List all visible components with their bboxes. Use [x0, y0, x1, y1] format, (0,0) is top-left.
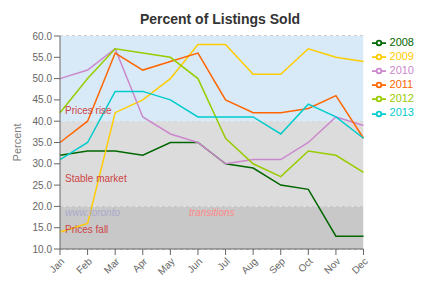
svg-text:10.0: 10.0	[33, 244, 53, 255]
svg-text:50.0: 50.0	[33, 73, 53, 84]
svg-text:55.0: 55.0	[33, 52, 53, 63]
svg-text:Mar: Mar	[102, 255, 122, 275]
svg-text:Prices rise: Prices rise	[65, 105, 112, 116]
svg-text:Stable market: Stable market	[65, 173, 127, 184]
svg-text:www.toronto: www.toronto	[65, 207, 120, 218]
svg-text:May: May	[156, 256, 177, 277]
html-text:2008: 2008	[389, 36, 414, 48]
svg-text:60.0: 60.0	[33, 31, 53, 42]
html-text:2010: 2010	[389, 64, 414, 77]
html-text:2009: 2009	[389, 50, 414, 63]
html-text:2013: 2013	[389, 106, 414, 119]
svg-text:Dec: Dec	[350, 256, 370, 276]
svg-text:20.0: 20.0	[33, 201, 53, 212]
svg-text:Sep: Sep	[267, 255, 288, 276]
svg-text:Percent: Percent	[11, 124, 23, 162]
svg-text:Jun: Jun	[185, 256, 204, 275]
html-text:Percent of Listings Sold: Percent of Listings Sold	[139, 11, 301, 27]
svg-text:Oct: Oct	[296, 256, 315, 275]
svg-text:transitions: transitions	[189, 207, 235, 218]
svg-text:30.0: 30.0	[33, 158, 53, 169]
svg-text:Apr: Apr	[130, 255, 149, 274]
svg-text:15.0: 15.0	[33, 222, 53, 233]
svg-text:Nov: Nov	[322, 256, 342, 276]
svg-text:40.0: 40.0	[33, 116, 53, 127]
svg-text:25.0: 25.0	[33, 180, 53, 191]
svg-text:45.0: 45.0	[33, 94, 53, 105]
html-text:2011: 2011	[389, 78, 414, 91]
svg-text:Prices fall: Prices fall	[65, 224, 108, 235]
svg-text:Aug: Aug	[239, 256, 259, 276]
html-text:2012: 2012	[389, 92, 414, 105]
svg-text:Jan: Jan	[47, 256, 66, 275]
svg-text:Feb: Feb	[74, 255, 94, 275]
svg-text:35.0: 35.0	[33, 137, 53, 148]
svg-text:Jul: Jul	[215, 256, 232, 273]
